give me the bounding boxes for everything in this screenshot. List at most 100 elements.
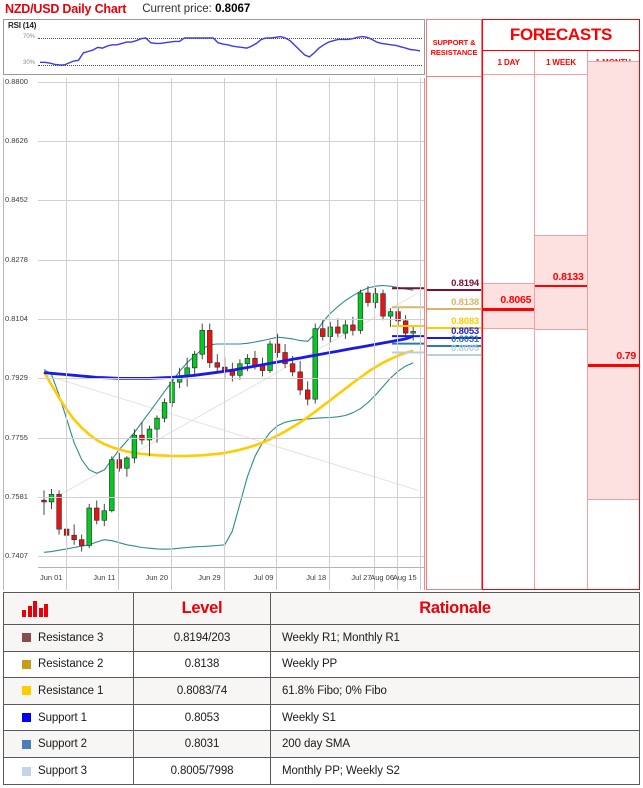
price-tick-label: 0.7581: [5, 491, 28, 501]
forecast-midline: [535, 284, 587, 288]
sr-level-label: 0.8194: [451, 278, 479, 290]
price-axis: 0.8800 0.8626 0.8452 0.8278 0.8104 0.7929 0.77…: [4, 78, 38, 590]
support-resistance-column: SUPPORT & RESISTANCE 0.8194 0.8138 0.8083 0…: [426, 19, 482, 590]
level-name: Support 1: [38, 711, 87, 724]
table-header-level: Level: [181, 599, 223, 617]
rsi-panel: RSI (14) 70% 30%: [3, 19, 425, 75]
candlestick: [229, 370, 236, 376]
table-cell-name: Support 1: [4, 704, 134, 731]
rsi-line: [40, 35, 421, 66]
table-row: Resistance 2 0.8138 Weekly PP: [4, 651, 639, 679]
date-tickmark: [276, 568, 278, 590]
date-tickmark: [397, 568, 399, 590]
current-price: Current price: 0.8067: [142, 3, 250, 15]
level-name: Support 3: [38, 765, 87, 778]
table-cell-rationale: Monthly PP; Weekly S2: [271, 758, 639, 785]
level-name: Resistance 2: [38, 658, 104, 671]
gridline-vertical: [374, 78, 376, 568]
gridline-horizontal: [38, 437, 424, 439]
rationale-text: Monthly PP; Weekly S2: [282, 765, 400, 778]
forecast-column-1-month: 1 MONTH0.79: [587, 51, 639, 589]
sr-level-label: 0.8083: [451, 315, 479, 327]
level-name: Support 2: [38, 738, 87, 751]
table-row: Support 1 0.8053 Weekly S1: [4, 704, 639, 732]
candlestick: [146, 428, 153, 441]
forecast-midline: [587, 364, 639, 367]
table-row: Resistance 3 0.8194/203 Weekly R1; Monthly…: [4, 625, 639, 652]
candlestick: [312, 328, 318, 400]
candlestick: [297, 371, 303, 391]
support-resistance-levels: 0.8194 0.8138 0.8083 0.8053 0.8031 0.8005: [427, 76, 481, 589]
date-tickmark: [118, 568, 120, 590]
date-tick-label: Aug 06: [370, 573, 395, 582]
date-tickmark: [223, 568, 225, 590]
forecast-range-box: [483, 283, 535, 329]
rsi-label: RSI (14): [8, 21, 37, 30]
candlestick: [63, 528, 70, 536]
forecast-column-1-day: 1 DAY 0.8065: [483, 51, 536, 589]
forecast-range-box: [535, 234, 587, 331]
level-name: Resistance 3: [38, 631, 104, 644]
date-tickmark: [329, 568, 331, 590]
gridline-vertical: [397, 78, 399, 568]
price-chart-panel: 0.8800 0.8626 0.8452 0.8278 0.8104 0.7929 0.77…: [3, 78, 425, 590]
table-cell-name: Support 3: [4, 757, 134, 785]
table-header-icon-cell: [4, 593, 134, 624]
table-cell-level: 0.8138: [134, 651, 271, 678]
gridline-vertical: [223, 78, 225, 568]
candlestick: [289, 363, 296, 373]
band-lower-line: [43, 362, 414, 553]
sr-level-label: 0.8031: [451, 333, 479, 345]
gridline-horizontal: [38, 318, 424, 320]
candlestick: [124, 457, 130, 469]
table-header-rationale-cell: Rationale: [271, 593, 639, 624]
level-color-swatch: [22, 659, 31, 669]
candlestick: [94, 507, 100, 521]
level-value: 0.8138: [184, 658, 220, 671]
level-color-swatch: [22, 739, 31, 749]
candlestick: [387, 311, 394, 317]
rsi-tick-upper: 70%: [22, 34, 35, 40]
sr-level-line: [427, 308, 481, 311]
table-header-level-cell: Level: [134, 593, 271, 624]
level-value: 0.8031: [184, 738, 220, 751]
sma-blue-line: [43, 334, 414, 380]
forecast-column-1-week: 1 WEEK 0.8133: [535, 51, 588, 589]
candlestick: [327, 326, 333, 337]
candlestick: [207, 330, 213, 364]
chart-header: NZD/USD Daily Chart Current price: 0.806…: [0, 0, 425, 17]
level-value: 0.8194/203: [173, 631, 231, 644]
table-cell-name: Resistance 3: [4, 625, 134, 651]
gridline-vertical: [329, 78, 331, 568]
price-tick-label: 0.7755: [5, 432, 28, 442]
table-cell-rationale: Weekly R1; Monthly R1: [271, 625, 639, 651]
candlestick: [131, 434, 138, 459]
rsi-gridline-70: [38, 38, 422, 39]
level-color-swatch: [22, 766, 31, 776]
candlestick: [305, 389, 311, 400]
gridline-vertical: [118, 78, 120, 568]
gridline-horizontal: [38, 141, 424, 143]
sr-level-line: [427, 337, 481, 340]
candlestick: [101, 510, 107, 521]
candlestick: [350, 324, 356, 331]
gridline-horizontal: [38, 82, 424, 83]
gridline-vertical: [276, 78, 278, 568]
rsi-tick-lower: 30%: [22, 60, 35, 66]
sr-level-line: [427, 353, 481, 356]
level-color-swatch: [22, 633, 31, 643]
table-cell-level: 0.8083/74: [134, 678, 271, 704]
sr-level-label: 0.8005: [451, 342, 479, 354]
candlestick: [48, 494, 55, 503]
rsi-plot: [38, 20, 424, 74]
table-cell-rationale: 61.8% Fibo; 0% Fibo: [271, 678, 639, 704]
candlestick: [86, 507, 92, 546]
table-cell-rationale: Weekly PP: [271, 652, 639, 678]
candlestick: [365, 292, 371, 303]
candlestick: [71, 534, 77, 541]
candlestick: [282, 352, 288, 365]
price-tick-label: 0.8104: [5, 313, 28, 323]
forecast-range-box: [587, 61, 639, 501]
rationale-text: Weekly S1: [282, 711, 336, 724]
price-plot-area: [38, 78, 424, 568]
